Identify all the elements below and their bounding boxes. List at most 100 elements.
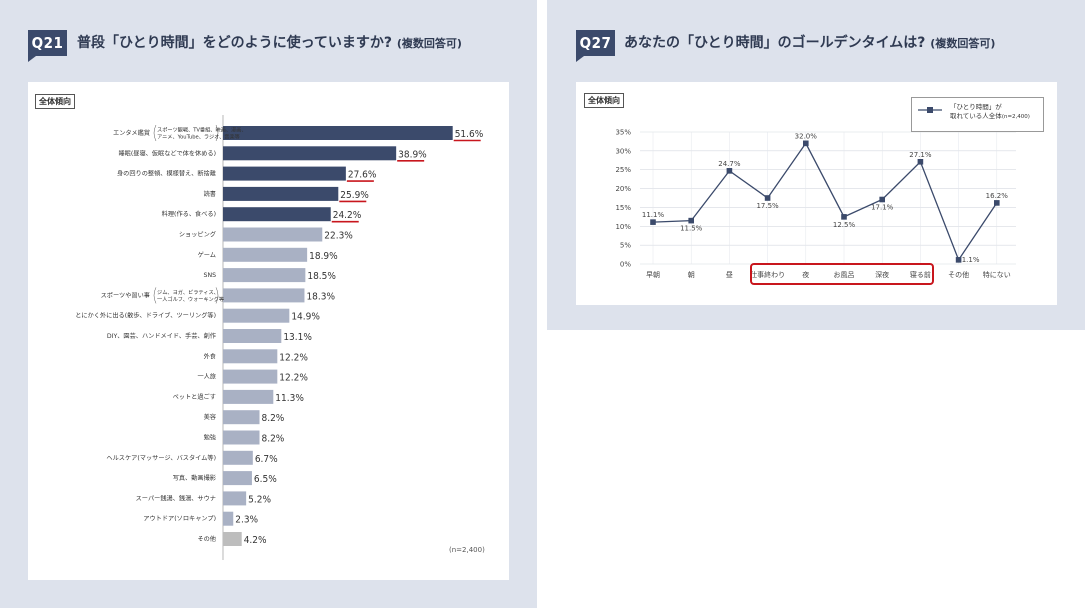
golden-time-highlight (750, 263, 934, 285)
point-label: 17.1% (871, 204, 894, 212)
bar (223, 410, 260, 425)
bar (223, 511, 234, 526)
value-label: 18.5% (307, 271, 336, 282)
y-tick-label: 30% (615, 147, 631, 155)
q21-tag: 全体傾向 (35, 94, 75, 109)
point-label: 32.0% (795, 132, 818, 140)
category-label: ヘルスケア(マッサージ、バスタイム等) (106, 454, 216, 462)
bar (223, 308, 290, 323)
value-label: 8.2% (262, 434, 285, 445)
bar (223, 349, 278, 364)
bar (223, 227, 323, 242)
bar (223, 247, 308, 262)
bar (223, 532, 242, 546)
category-label: 睡眠(昼寝、仮眠などで体を休める) (118, 149, 216, 157)
category-label: DIY、園芸、ハンドメイド、手芸、創作 (107, 332, 216, 340)
paren-left (153, 124, 157, 142)
category-label: 料理(作る、食べる) (162, 210, 216, 218)
bar (223, 288, 305, 303)
x-tick-label: 仕事終わり (750, 270, 785, 279)
category-label: エンタメ鑑賞 (113, 129, 150, 137)
point-label: 11.5% (680, 225, 703, 233)
value-label: 13.1% (283, 332, 312, 343)
value-label: 24.2% (333, 210, 362, 221)
point-label: 24.7% (718, 160, 741, 168)
q27-title-main: あなたの「ひとり時間」のゴールデンタイムは? (624, 35, 926, 51)
value-label: 18.3% (306, 291, 335, 302)
data-point (841, 214, 847, 220)
category-label: 勉強 (204, 434, 216, 442)
point-label: 11.1% (642, 211, 665, 219)
x-tick-label: 早朝 (646, 271, 660, 279)
category-note: アニメ、YouTube、ラジオ、音楽等 (157, 133, 240, 141)
legend-line1: 「ひとり時間」が (950, 103, 1002, 111)
bar (223, 369, 278, 384)
category-label: アウトドア(ソロキャンプ) (143, 515, 216, 523)
category-label: ペットと過ごす (173, 393, 216, 401)
category-label: スポーツや習い事 (101, 291, 150, 299)
q27-title: あなたの「ひとり時間」のゴールデンタイムは? (複数回答可) (624, 30, 995, 57)
bar (223, 389, 274, 404)
data-point (803, 140, 809, 147)
category-note: 一人ゴルフ、ウォーキング等 (157, 295, 224, 303)
data-point (994, 200, 1000, 206)
paren-left (153, 287, 157, 304)
legend-text: 「ひとり時間」が 取れている人全体(n=2,400) (950, 103, 1030, 122)
value-label: 12.2% (279, 352, 308, 363)
bar (223, 166, 346, 181)
value-label: 25.9% (340, 190, 369, 201)
category-label: 身の回りの整頓、模様替え、断捨離 (117, 170, 216, 178)
bar (223, 491, 247, 506)
x-tick-label: 夜 (802, 270, 809, 279)
y-tick-label: 5% (620, 242, 631, 250)
bar (223, 268, 306, 283)
q21-badge: Q21 (28, 30, 67, 62)
point-label: 1.1% (962, 256, 980, 264)
category-label: スーパー銭湯、銭湯、サウナ (136, 494, 216, 502)
category-label: 外食 (204, 352, 217, 360)
value-label: 5.2% (248, 494, 271, 505)
y-tick-label: 25% (615, 166, 631, 174)
q21-title-sub: (複数回答可) (396, 37, 462, 50)
q27-badge: Q27 (576, 30, 615, 62)
value-label: 51.6% (455, 129, 484, 140)
x-tick-label: 深夜 (875, 270, 889, 279)
y-tick-label: 15% (615, 204, 631, 212)
bar (223, 430, 260, 445)
y-tick-label: 10% (615, 223, 631, 231)
q27-tag: 全体傾向 (584, 93, 624, 108)
q21-title: 普段「ひとり時間」をどのように使っていますか? (複数回答可) (77, 30, 462, 57)
data-point (955, 257, 962, 263)
x-tick-label: 朝 (688, 271, 695, 279)
data-point (879, 196, 885, 203)
bar (223, 471, 252, 486)
bar (223, 126, 453, 140)
data-point (688, 217, 694, 224)
series-line (652, 142, 998, 262)
value-label: 14.9% (291, 312, 320, 323)
category-note: スポーツ観戦、TV番組、映画、漫画、 (157, 126, 247, 134)
data-point (917, 158, 924, 165)
paren-right (215, 124, 219, 142)
data-point (726, 168, 733, 174)
x-tick-label: 寝る前 (910, 270, 931, 279)
value-label: 6.5% (254, 474, 277, 485)
y-tick-label: 0% (620, 261, 631, 269)
value-label: 8.2% (262, 413, 285, 424)
sample-size-note: (n=2,400) (449, 546, 485, 554)
bar (223, 329, 282, 343)
category-label: SNS (204, 272, 217, 279)
value-label: 2.3% (235, 515, 258, 526)
bar (223, 207, 331, 222)
category-label: とにかく外に出る(散歩、ドライブ、ツーリング等) (75, 312, 216, 320)
line-legend: 「ひとり時間」が 取れている人全体(n=2,400) (911, 97, 1044, 132)
value-label: 18.9% (309, 251, 338, 262)
category-label: ゲーム (198, 251, 216, 259)
q27-title-sub: (複数回答可) (930, 37, 996, 50)
q21-title-main: 普段「ひとり時間」をどのように使っていますか? (77, 35, 392, 51)
category-label: 写真、動画撮影 (173, 474, 216, 482)
value-label: 38.9% (398, 149, 427, 160)
value-label: 11.3% (275, 393, 304, 404)
y-tick-label: 20% (615, 185, 631, 193)
x-tick-label: 特にない (983, 270, 1011, 279)
